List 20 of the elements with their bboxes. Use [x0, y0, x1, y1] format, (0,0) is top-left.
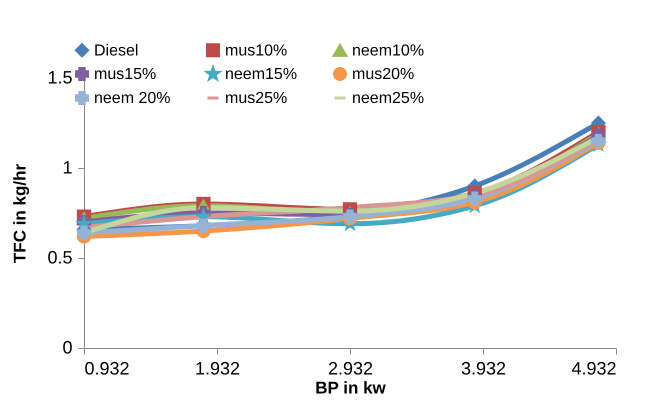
legend-label: Diesel [94, 42, 138, 60]
legend-label: neem10% [352, 42, 424, 60]
x-tick-label: 4.932 [571, 358, 616, 378]
y-tick-label: 0 [62, 338, 72, 358]
y-axis-title: TFC in kg/hr [10, 164, 30, 264]
x-tick-label: 2.932 [328, 358, 374, 378]
x-tick-label: 0.932 [84, 358, 130, 378]
x-tick-label: 1.932 [194, 358, 240, 378]
legend-label: neem25% [352, 90, 424, 107]
legend-label: mus20% [352, 66, 414, 83]
x-tick-label: 3.932 [460, 358, 506, 378]
legend-label: neem15% [225, 66, 298, 83]
legend-label: mus15% [94, 66, 156, 83]
legend-label: mus25% [225, 90, 288, 107]
legend-label: mus10% [225, 42, 288, 60]
legend-label: neem 20% [94, 90, 170, 107]
y-tick-label: 1 [62, 158, 72, 178]
y-tick-label: 1.5 [47, 68, 72, 88]
y-tick-label: 0.5 [47, 248, 72, 268]
x-axis-title: BP in kw [315, 378, 387, 398]
